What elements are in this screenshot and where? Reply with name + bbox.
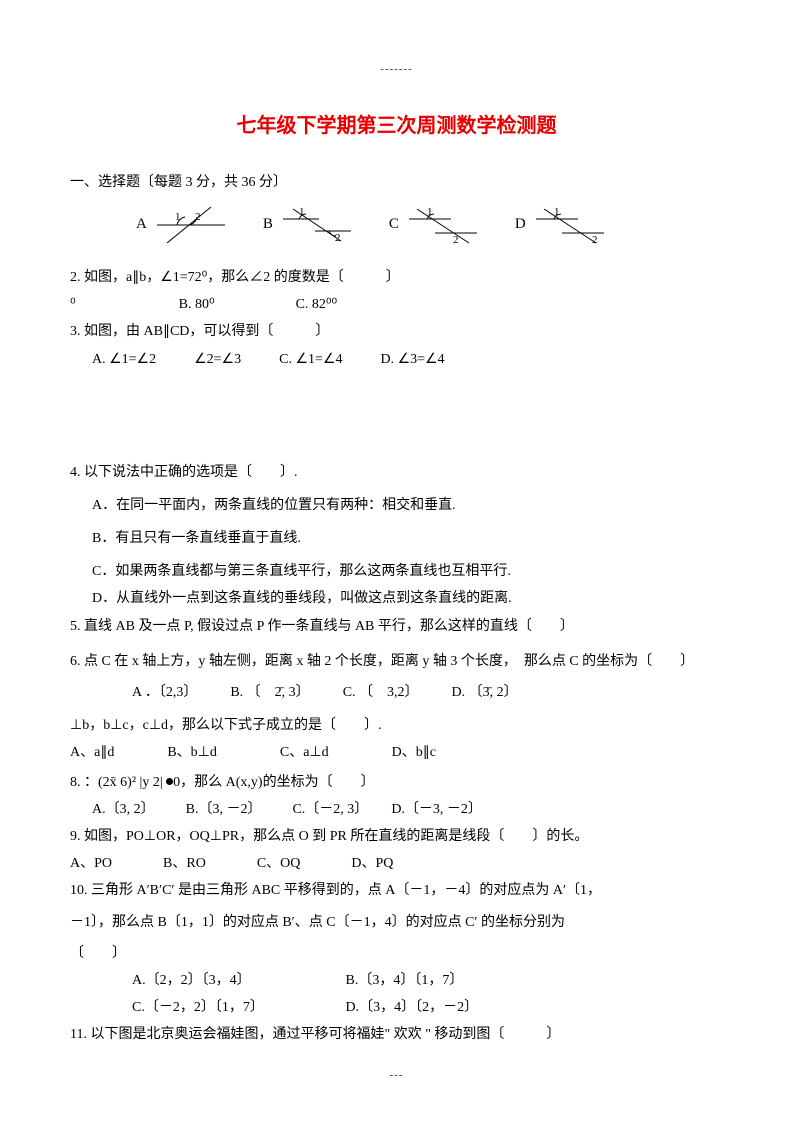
q7-text: ⊥b，b⊥c，c⊥d，那么以下式子成立的是〔 〕. <box>70 713 723 738</box>
diag-d: D 1 2 <box>515 203 608 247</box>
diag-a: A 1 2 <box>136 203 229 247</box>
diag-b: B 1 2 <box>263 203 355 247</box>
q8-a: A.〔3, 2〕 <box>92 802 155 817</box>
diag-c: C 1 2 <box>389 203 481 247</box>
diag-b-svg: 1 2 <box>279 203 355 247</box>
svg-text:2: 2 <box>592 234 598 246</box>
q7-b: B、b⊥d <box>167 745 217 760</box>
q7-opts: A、a∥d B、b⊥d C、a⊥d D、b∥c <box>70 740 723 765</box>
svg-text:1: 1 <box>175 211 181 223</box>
q6-c: C. 〔 3,2〕 <box>343 685 419 700</box>
q7-a: A、a∥d <box>70 745 114 760</box>
q4-d: D．从直线外一点到这条直线的垂线段，叫做这点到这条直线的距离. <box>70 586 723 611</box>
q7-d: D、b∥c <box>392 745 436 760</box>
svg-text:1: 1 <box>427 206 433 218</box>
diag-a-svg: 1 2 <box>153 203 229 247</box>
diag-c-label: C <box>389 211 399 238</box>
svg-text:2: 2 <box>335 232 341 244</box>
q9-c: C、OQ <box>257 856 301 871</box>
svg-text:1: 1 <box>299 206 305 218</box>
q9-a: A、PO <box>70 856 112 871</box>
diag-a-label: A <box>136 211 147 238</box>
q2-optB: B. 80⁰ <box>179 297 215 312</box>
q5-text: 5. 直线 AB 及一点 P, 假设过点 P 作一条直线与 AB 平行，那么这样… <box>70 614 723 639</box>
q6-b: B. 〔 2̄, 3〕 <box>230 685 309 700</box>
q3-d: D. ∠3=∠4 <box>380 347 444 372</box>
q8-text: 8. ：(2x̄ 6)² |y 2| 0，那么 A(x,y)的坐标为〔 〕 <box>70 770 723 795</box>
q2-optA: ⁰ <box>70 297 76 312</box>
diag-b-label: B <box>263 211 273 238</box>
q10-a: A.〔2，2〕〔3，4〕 <box>132 968 342 993</box>
q10-d: D.〔3，4〕〔2，－2〕 <box>346 1000 479 1015</box>
svg-text:2: 2 <box>195 211 201 223</box>
q8-c: C.〔－2, 3〕 <box>292 802 368 817</box>
q10-l3: 〔 〕 <box>70 941 723 966</box>
svg-text:1: 1 <box>554 206 560 218</box>
q8-d: D.〔－3, －2〕 <box>391 802 482 817</box>
q8-opts: A.〔3, 2〕 B.〔3, －2〕 C.〔－2, 3〕 D.〔－3, －2〕 <box>70 797 723 822</box>
q2-text: 2. 如图，a∥b，∠1=72⁰，那么∠2 的度数是〔 〕 <box>70 265 723 290</box>
q4-text: 4. 以下说法中正确的选项是〔 〕. <box>70 460 723 485</box>
q3-b: ∠2=∠3 <box>194 347 241 372</box>
page-title: 七年级下学期第三次周测数学检测题 <box>70 108 723 144</box>
q10-c: C.〔－2，2〕〔1，7〕 <box>132 995 342 1020</box>
q10-opts1: A.〔2，2〕〔3，4〕 B.〔3，4〕〔1，7〕 <box>70 968 723 993</box>
q3-text: 3. 如图，由 AB∥CD，可以得到〔 〕 <box>70 319 723 344</box>
q3-c: C. ∠1=∠4 <box>279 347 342 372</box>
q9-d: D、PQ <box>351 856 393 871</box>
q2-opts: ⁰ B. 80⁰ C. 82⁰⁰ <box>70 292 723 317</box>
q4-a: A．在同一平面内，两条直线的位置只有两种：相交和垂直. <box>70 493 723 518</box>
q2-optC: C. 82⁰⁰ <box>296 297 338 312</box>
q9-opts: A、PO B、RO C、OQ D、PQ <box>70 851 723 876</box>
svg-text:2: 2 <box>453 234 459 246</box>
q10-b: B.〔3，4〕〔1，7〕 <box>346 973 464 988</box>
q9-text: 9. 如图，PO⊥OR，OQ⊥PR，那么点 O 到 PR 所在直线的距离是线段〔… <box>70 824 723 849</box>
bottom-dashes: --- <box>0 1066 793 1086</box>
q8-b: B.〔3, －2〕 <box>186 802 262 817</box>
q8-post: 0，那么 A(x,y)的坐标为〔 〕 <box>173 775 374 790</box>
top-dashes: ------- <box>70 60 723 80</box>
q4-c: C．如果两条直线都与第三条直线平行，那么这两条直线也互相平行. <box>70 559 723 584</box>
q3-opts: A. ∠1=∠2 ∠2=∠3 C. ∠1=∠4 D. ∠3=∠4 <box>70 347 723 372</box>
q6-a: A ．〔2,3〕 <box>132 685 197 700</box>
q3-a: A. ∠1=∠2 <box>92 347 156 372</box>
q11-text: 11. 以下图是北京奥运会福娃图，通过平移可将福娃" 欢欢 " 移动到图〔 〕 <box>70 1022 723 1047</box>
diagram-row: A 1 2 B 1 2 C 1 2 <box>136 203 723 247</box>
q6-opts: A ．〔2,3〕 B. 〔 2̄, 3〕 C. 〔 3,2〕 D. 〔3̄, 2… <box>70 680 723 705</box>
q4-b: B．有且只有一条直线垂直于直线. <box>70 526 723 551</box>
diag-d-label: D <box>515 211 526 238</box>
q10-l2: －1〕，那么点 B〔1，1〕的对应点 B′、点 C〔－1，4〕的对应点 C′ 的… <box>70 910 723 935</box>
q6-d: D. 〔3̄, 2〕 <box>452 685 518 700</box>
diag-d-svg: 1 2 <box>532 203 608 247</box>
diag-c-svg: 1 2 <box>405 203 481 247</box>
q8-pre: 8. ：(2x̄ 6)² |y 2| <box>70 775 166 790</box>
q10-opts2: C.〔－2，2〕〔1，7〕 D.〔3，4〕〔2，－2〕 <box>70 995 723 1020</box>
q10-l1: 10. 三角形 A′B′C′ 是由三角形 ABC 平移得到的，点 A〔－1，－4… <box>70 878 723 903</box>
section-heading: 一、选择题〔每题 3 分，共 36 分〕 <box>70 170 723 195</box>
q7-c: C、a⊥d <box>280 745 329 760</box>
q9-b: B、RO <box>163 856 206 871</box>
q6-text: 6. 点 C 在 x 轴上方，y 轴左侧，距离 x 轴 2 个长度，距离 y 轴… <box>70 649 723 674</box>
